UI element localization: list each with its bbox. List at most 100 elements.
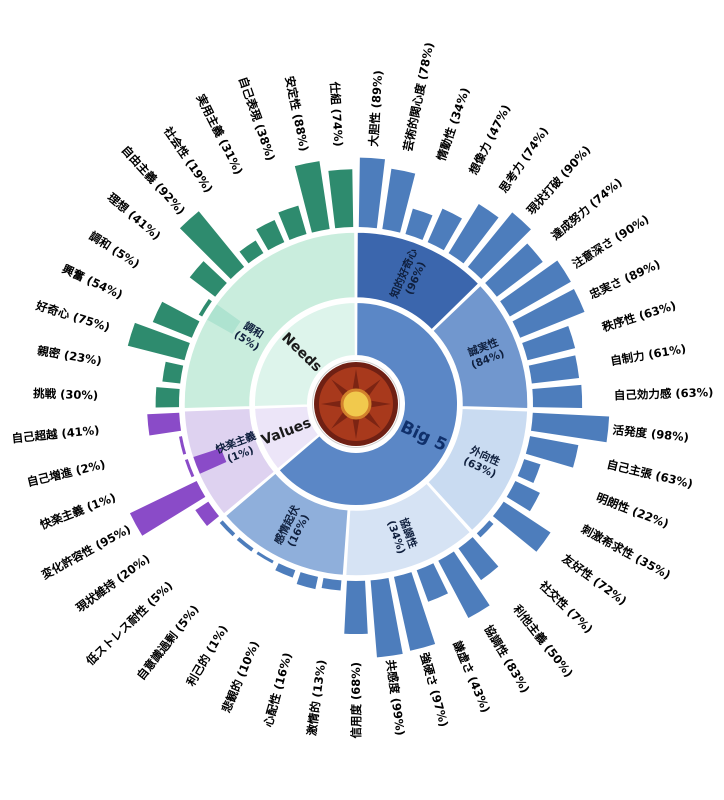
facet-bar bbox=[500, 260, 571, 317]
facet-label: 友好性 (72%) bbox=[560, 551, 630, 608]
facet-label: 理想 (41%) bbox=[105, 190, 164, 243]
facet-label: 秩序性 (63%) bbox=[600, 298, 677, 334]
facet-bar bbox=[358, 157, 385, 229]
sun-core bbox=[340, 388, 372, 420]
subring-highlight-wedge bbox=[193, 447, 227, 474]
facet-bar bbox=[405, 208, 433, 240]
facet-label: 信用度 (68%) bbox=[349, 662, 363, 739]
facet-bar bbox=[530, 412, 610, 443]
facet-label: 自己増進 (2%) bbox=[26, 457, 107, 489]
facet-bar bbox=[485, 243, 543, 297]
sun-ray-icon bbox=[363, 411, 381, 429]
facet-bar bbox=[256, 551, 274, 564]
facet-bar bbox=[147, 412, 182, 436]
facet-label: 利己的 (1%) bbox=[183, 622, 230, 689]
facet-bar bbox=[467, 212, 531, 279]
facet-bar bbox=[179, 211, 245, 279]
facet-label: 活発度 (98%) bbox=[612, 423, 690, 445]
facet-label: 芸術的関心度 (78%) bbox=[401, 41, 437, 153]
facet-label: 実用主義 (31%) bbox=[194, 92, 246, 177]
facet-bar bbox=[198, 298, 212, 317]
facet-label: 自己効力感 (63%) bbox=[614, 385, 714, 402]
facet-label: 共感度 (99%) bbox=[383, 659, 407, 737]
facet-bar bbox=[528, 355, 580, 384]
facet-bar bbox=[517, 459, 541, 483]
facet-bar bbox=[321, 577, 342, 591]
dimension-arc bbox=[431, 284, 529, 410]
sun-ray-icon bbox=[331, 379, 349, 397]
facet-bar bbox=[296, 572, 319, 590]
facet-label: 強硬さ (97%) bbox=[417, 651, 451, 729]
facet-label: 激情的 (13%) bbox=[304, 659, 328, 737]
subring-highlight-wedge bbox=[207, 304, 241, 335]
facet-label: 協調性 (83%) bbox=[481, 622, 532, 695]
facet-bar bbox=[328, 169, 354, 229]
facet-bar bbox=[236, 537, 254, 552]
facet-bar bbox=[522, 326, 576, 361]
facet-bar bbox=[294, 161, 330, 233]
facet-bar bbox=[256, 220, 285, 251]
facet-bar bbox=[184, 459, 195, 478]
facet-bar bbox=[370, 577, 403, 658]
sun-ray-icon bbox=[321, 400, 342, 408]
facet-label: 興奮 (54%) bbox=[60, 262, 125, 302]
facet-label: 社会性 (19%) bbox=[160, 123, 215, 195]
facet-bar bbox=[189, 261, 227, 297]
category-arc bbox=[276, 300, 459, 507]
facet-bar bbox=[382, 168, 416, 233]
facet-label: 悲観的 (10%) bbox=[219, 639, 262, 715]
facet-bar bbox=[127, 322, 190, 361]
facet-bar bbox=[278, 205, 307, 240]
facet-bar bbox=[179, 436, 187, 455]
facet-bar bbox=[458, 537, 499, 581]
facet-label: 安定性 (88%) bbox=[282, 75, 311, 153]
category-arc bbox=[253, 300, 357, 408]
subring-arc bbox=[183, 407, 276, 516]
dimension-arc bbox=[426, 407, 529, 532]
facet-label: 心配性 (16%) bbox=[261, 651, 295, 729]
facet-bar bbox=[195, 501, 220, 527]
facet-label: 挑戦 (30%) bbox=[33, 386, 98, 402]
facet-bar bbox=[532, 384, 583, 409]
facet-label: 情動性 (34%) bbox=[434, 86, 473, 164]
facet-bar bbox=[393, 572, 436, 651]
facet-label: 自己表現 (38%) bbox=[236, 75, 278, 163]
dimension-arc bbox=[355, 231, 480, 331]
facet-label: 謙虚さ (43%) bbox=[450, 639, 493, 715]
facet-label: 自制力 (61%) bbox=[609, 341, 687, 368]
facet-label: 親密 (23%) bbox=[36, 343, 102, 368]
facet-bar bbox=[427, 208, 462, 251]
facet-label: 快楽主義 (1%) bbox=[37, 490, 118, 532]
facet-label: 思考力 (74%) bbox=[496, 124, 551, 195]
facet-label: 好奇心 (75%) bbox=[33, 298, 111, 334]
facet-bar bbox=[512, 288, 585, 338]
facet-bar bbox=[219, 520, 236, 537]
facet-bar bbox=[525, 436, 579, 468]
facet-bar bbox=[155, 387, 180, 408]
facet-bar bbox=[129, 481, 206, 536]
sun-ray-icon bbox=[331, 411, 349, 429]
sun-ray-icon bbox=[352, 369, 360, 390]
sun-ray-icon bbox=[352, 418, 360, 439]
facet-label: 自己主張 (63%) bbox=[605, 457, 694, 491]
facet-bar bbox=[492, 501, 551, 552]
facet-label: 調和 (5%) bbox=[87, 229, 143, 272]
facet-bar bbox=[239, 240, 264, 264]
facet-label: 想像力 (47%) bbox=[466, 102, 513, 178]
facet-bar bbox=[448, 203, 499, 264]
facet-label: 仕組 (74%) bbox=[327, 80, 345, 147]
facet-bar bbox=[476, 520, 494, 538]
facet-bar bbox=[275, 563, 296, 578]
facet-label: 明朗性 (22%) bbox=[594, 490, 670, 531]
dimension-arc bbox=[344, 481, 472, 577]
facet-bar bbox=[152, 301, 200, 338]
facet-label: 忠実さ (89%) bbox=[587, 257, 662, 302]
facet-bar bbox=[506, 481, 540, 512]
facet-bar bbox=[344, 580, 368, 635]
facet-label: 自己超越 (41%) bbox=[11, 423, 100, 446]
sun-ray-icon bbox=[370, 400, 391, 408]
facet-label: 社交性 (7%) bbox=[536, 578, 596, 636]
facet-bar bbox=[162, 361, 184, 384]
sun-ray-icon bbox=[363, 379, 381, 397]
